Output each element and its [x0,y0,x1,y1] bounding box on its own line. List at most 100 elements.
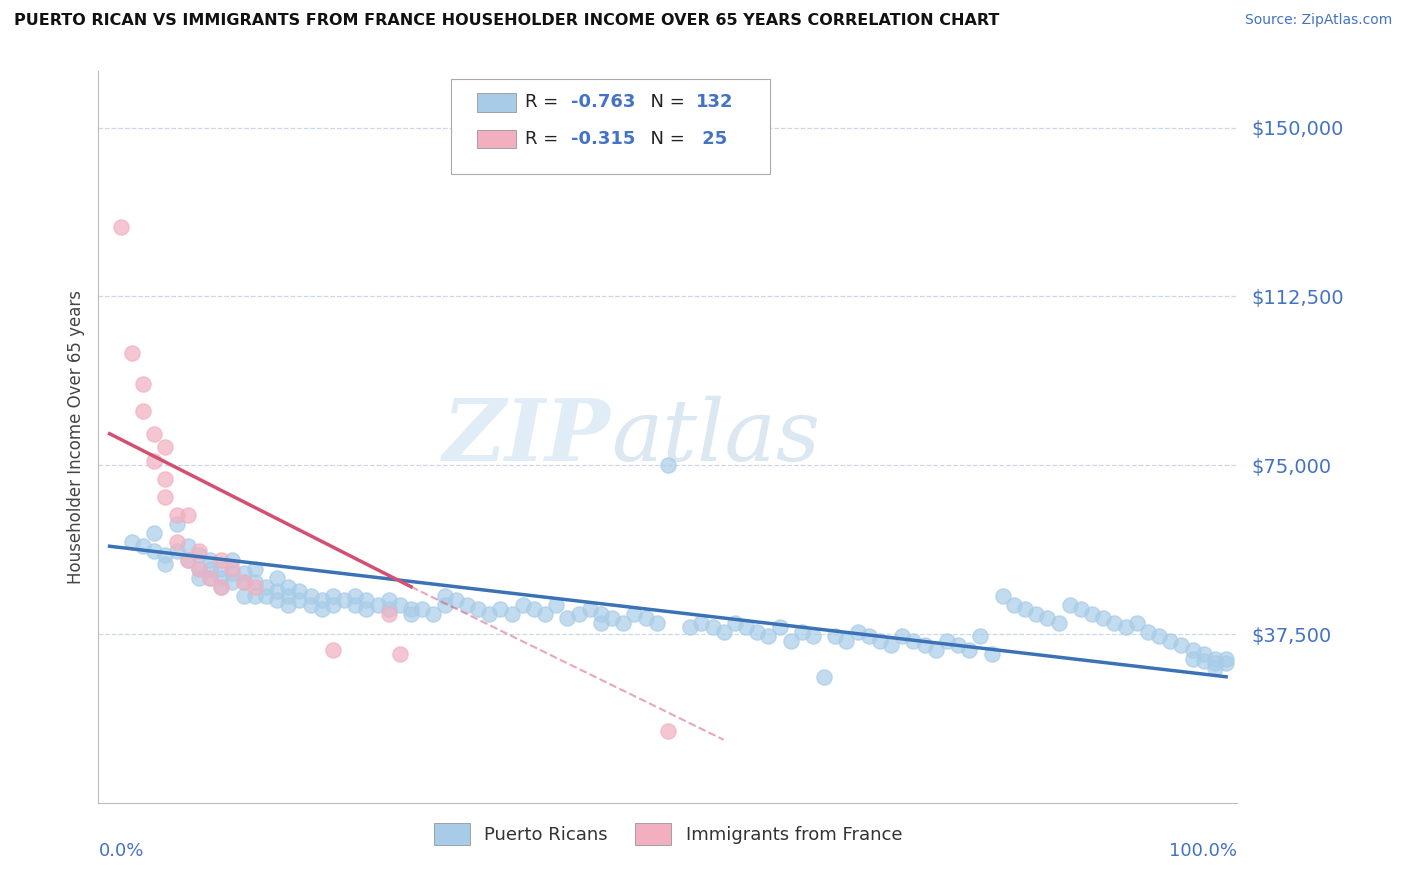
Point [501,607,523,621]
Point [969,629,991,643]
Point [557,611,579,625]
Point [155,490,177,504]
Point [1126,615,1149,630]
Point [187,562,209,576]
Point [679,620,702,634]
Point [187,548,209,562]
Point [1115,620,1137,634]
Point [209,553,232,567]
Point [747,624,769,639]
Point [914,638,936,652]
Point [143,525,166,540]
Point [1204,657,1226,671]
Point [600,611,623,625]
Point [232,589,254,603]
Point [177,553,200,567]
Point [187,562,209,576]
Point [344,598,367,612]
Point [433,598,456,612]
Point [612,615,634,630]
Point [578,602,600,616]
Point [121,345,143,359]
Point [155,472,177,486]
Point [489,602,512,616]
Point [377,593,399,607]
Point [846,624,869,639]
Text: N =: N = [640,93,690,112]
Point [634,611,657,625]
Point [801,629,824,643]
Point [266,584,288,599]
Point [377,602,399,616]
Point [254,580,277,594]
Point [567,607,589,621]
Point [311,602,333,616]
Point [221,553,243,567]
Point [232,566,254,581]
Point [266,593,288,607]
Point [1215,652,1237,666]
Text: 25: 25 [696,129,727,148]
Point [277,598,299,612]
Point [645,615,668,630]
Point [155,440,177,454]
Point [166,508,188,522]
Point [221,575,243,590]
Point [991,589,1014,603]
Text: -0.763: -0.763 [571,93,636,112]
Point [221,566,243,581]
Point [835,633,858,648]
Point [266,571,288,585]
Point [523,602,546,616]
Point [478,607,501,621]
Point [367,598,389,612]
Text: PUERTO RICAN VS IMMIGRANTS FROM FRANCE HOUSEHOLDER INCOME OVER 65 YEARS CORRELAT: PUERTO RICAN VS IMMIGRANTS FROM FRANCE H… [14,13,1000,29]
Point [925,642,948,657]
Point [1036,611,1059,625]
Point [869,633,891,648]
Text: Source: ZipAtlas.com: Source: ZipAtlas.com [1244,13,1392,28]
Point [1159,633,1181,648]
Point [779,633,801,648]
Point [1136,624,1159,639]
Point [209,580,232,594]
Point [411,602,433,616]
Point [232,575,254,590]
Point [121,534,143,549]
Point [623,607,645,621]
Point [936,633,959,648]
Point [132,404,155,418]
Point [1047,615,1070,630]
Point [243,580,266,594]
Point [209,562,232,576]
Point [456,598,478,612]
Point [243,562,266,576]
Point [824,629,846,643]
Point [1025,607,1047,621]
Point [657,458,679,473]
Legend: Puerto Ricans, Immigrants from France: Puerto Ricans, Immigrants from France [419,809,917,860]
Point [768,620,790,634]
Point [756,629,779,643]
FancyBboxPatch shape [451,78,770,174]
Point [534,607,557,621]
Point [221,562,243,576]
Point [243,589,266,603]
Point [735,620,758,634]
Point [232,575,254,590]
Text: 0.0%: 0.0% [98,842,143,860]
Point [356,593,378,607]
Point [311,593,333,607]
Point [1092,611,1115,625]
Point [1081,607,1104,621]
Point [143,453,166,467]
Point [143,543,166,558]
Point [166,534,188,549]
Point [209,580,232,594]
Point [1059,598,1081,612]
Point [166,516,188,531]
Point [277,589,299,603]
Point [388,647,411,661]
Point [1181,642,1204,657]
Point [444,593,467,607]
